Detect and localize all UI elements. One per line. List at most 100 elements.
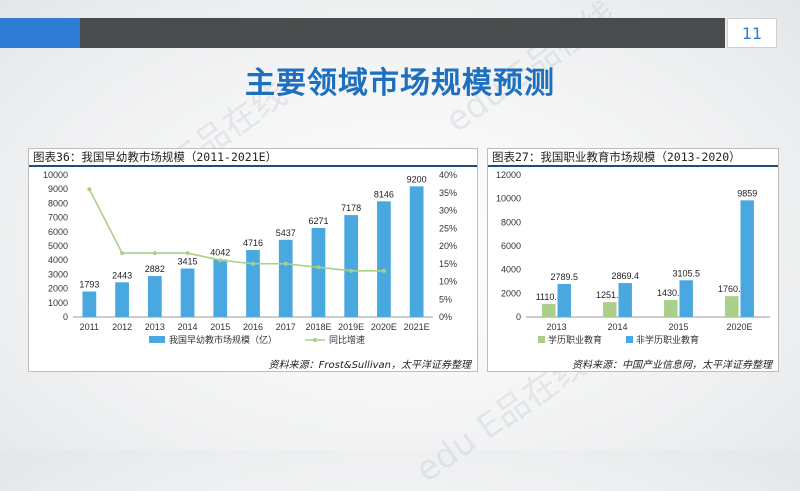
- y2-tick-label: 0%: [439, 312, 452, 322]
- y-tick-label: 6000: [501, 241, 521, 251]
- x-tick-label: 2015: [668, 322, 688, 332]
- bar-value-label: 3105.5: [672, 268, 700, 278]
- bar-value-label: 1430.4: [657, 288, 685, 298]
- x-tick-label: 2020E: [726, 322, 752, 332]
- x-tick-label: 2013: [546, 322, 566, 332]
- x-tick-label: 2016: [243, 322, 263, 332]
- growth-point: [87, 187, 92, 192]
- left-chart-title: 图表36：我国早幼教市场规模（2011-2021E）: [33, 150, 278, 164]
- y2-tick-label: 20%: [439, 241, 457, 251]
- bar: [311, 227, 326, 317]
- y-tick-label: 2000: [501, 288, 521, 298]
- bar-value-label: 2869.4: [611, 271, 639, 281]
- x-tick-label: 2012: [112, 322, 132, 332]
- legend-swatch-bar: [149, 336, 165, 343]
- page-number: 11: [727, 18, 777, 48]
- bar-value-label: 4716: [243, 238, 263, 248]
- bar-value-label: 9200: [407, 174, 427, 184]
- growth-point: [349, 268, 354, 273]
- growth-point: [251, 261, 255, 266]
- y-tick-label: 8000: [501, 217, 521, 227]
- title-divider: [488, 165, 778, 167]
- y-tick-label: 0: [63, 312, 68, 322]
- bar-value-label: 1251.3: [596, 290, 624, 300]
- legend-label-line: 同比增速: [329, 334, 365, 345]
- right-chart-source: 资料来源：中国产业信息网，太平洋证券整理: [572, 360, 772, 371]
- x-tick-label: 2019E: [338, 322, 364, 332]
- bar: [246, 250, 260, 317]
- bar: [618, 283, 632, 317]
- growth-point: [283, 261, 288, 266]
- legend-swatch: [626, 336, 633, 343]
- bar-value-label: 2882: [145, 264, 165, 274]
- header-accent-bar: [0, 18, 80, 48]
- bar: [557, 283, 571, 317]
- bar: [82, 291, 97, 317]
- bar: [603, 302, 617, 317]
- bar: [278, 239, 293, 317]
- growth-point: [120, 251, 125, 256]
- growth-point: [218, 258, 223, 263]
- bar: [344, 215, 359, 317]
- slide-title: 主要领域市场规模预测: [245, 66, 555, 101]
- y2-tick-label: 10%: [439, 277, 457, 287]
- x-tick-label: 2015: [210, 322, 230, 332]
- bar: [180, 268, 195, 317]
- early-education-chart: 0 1000 2000 3000 4000 5000 6000 7000 8000 9000 100…: [43, 170, 457, 345]
- x-tick-label: 2011: [80, 322, 99, 332]
- bar-value-label: 7178: [341, 203, 361, 213]
- legend-label: 学历职业教育: [548, 334, 602, 345]
- growth-point: [185, 251, 190, 256]
- bar-value-label: 1793: [79, 280, 99, 290]
- y-tick-label: 10000: [43, 170, 68, 180]
- x-tick-label: 2014: [178, 322, 198, 332]
- x-tick-label: 2017: [276, 322, 296, 332]
- y-tick-label: 4000: [48, 255, 68, 265]
- y-tick-label: 5000: [48, 241, 68, 251]
- y2-tick-label: 5%: [439, 294, 452, 304]
- x-tick-label: 2013: [145, 322, 165, 332]
- growth-line: [88, 188, 384, 272]
- bar-value-label: 6271: [308, 216, 328, 226]
- bar: [740, 200, 754, 317]
- y-tick-label: 6000: [48, 227, 68, 237]
- legend-swatch: [538, 336, 545, 343]
- bar-value-label: 5437: [276, 228, 296, 238]
- y-tick-label: 10000: [496, 194, 521, 204]
- bar-value-label: 3415: [178, 257, 198, 267]
- x-tick-label: 2021E: [404, 322, 430, 332]
- bar-value-label: 9859: [737, 188, 757, 198]
- x-tick-label: 2014: [607, 322, 627, 332]
- y-tick-label: 4000: [501, 265, 521, 275]
- header-bar: [80, 18, 725, 48]
- bar: [409, 186, 424, 317]
- bar-value-label: 4042: [210, 248, 230, 258]
- left-chart-source: 资料来源：Frost&Sullivan，太平洋证券整理: [268, 360, 471, 371]
- title-divider: [29, 165, 477, 167]
- y2-tick-label: 40%: [439, 170, 457, 180]
- bar: [147, 276, 162, 317]
- bar: [377, 201, 391, 317]
- legend-label-bar: 我国早幼教市场规模（亿）: [169, 334, 277, 345]
- legend-swatch-marker: [313, 338, 317, 342]
- growth-point: [316, 265, 321, 270]
- bar: [725, 296, 739, 317]
- y2-tick-label: 30%: [439, 206, 457, 216]
- bar: [542, 303, 556, 317]
- bar-value-label: 2789.5: [550, 272, 578, 282]
- y-tick-label: 1000: [48, 298, 68, 308]
- y-tick-label: 9000: [48, 184, 68, 194]
- bar-value-label: 8146: [374, 189, 394, 199]
- y-tick-label: 8000: [48, 198, 68, 208]
- y2-tick-label: 15%: [439, 259, 457, 269]
- right-chart-title: 图表27：我国职业教育市场规模（2013-2020）: [492, 150, 741, 164]
- y-tick-label: 12000: [496, 170, 521, 180]
- vocational-education-chart: 0 2000 4000 6000 8000 10000 12000 1110.5 2789.5 2…: [496, 170, 770, 345]
- x-tick-label: 2018E: [305, 322, 331, 332]
- bar-value-label: 1760.6: [718, 284, 746, 294]
- right-chart-panel: 图表27：我国职业教育市场规模（2013-2020） 0 2000 4000 6000…: [487, 148, 779, 372]
- bar: [115, 282, 129, 317]
- y2-tick-label: 35%: [439, 188, 457, 198]
- y-tick-label: 3000: [48, 269, 68, 279]
- bar-value-label: 1110.5: [536, 292, 562, 302]
